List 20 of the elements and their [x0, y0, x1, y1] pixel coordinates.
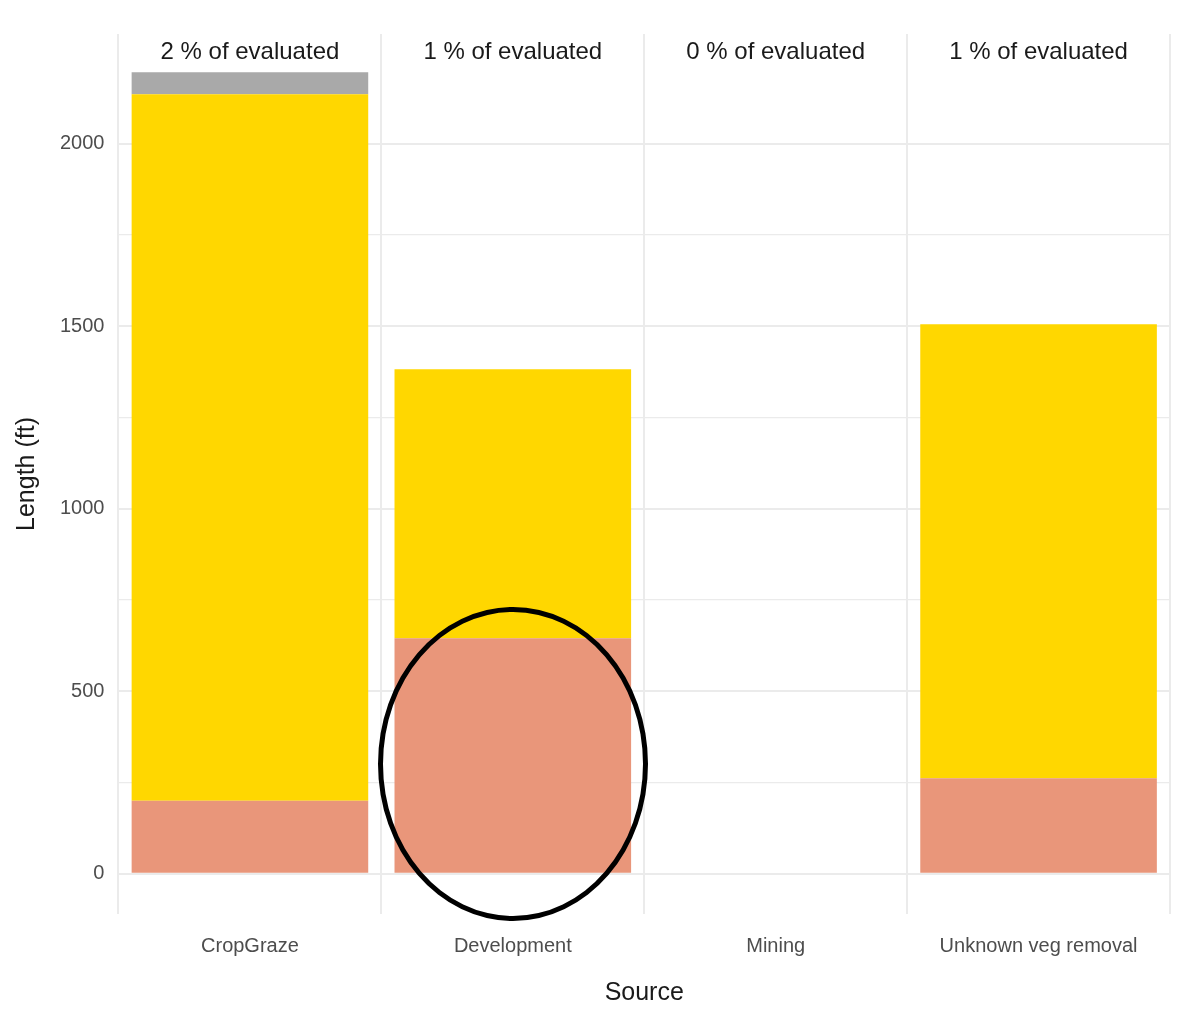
bar — [131, 800, 369, 873]
x-tick-label: Development — [453, 933, 573, 956]
x-tick-label: CropGraze — [201, 933, 299, 956]
y-tick-label: 0 — [93, 861, 105, 884]
annotation: 0 % of evaluated — [686, 36, 866, 64]
x-tick-label: Unknown veg removal — [939, 933, 1138, 956]
y-tick-label: 500 — [71, 678, 105, 701]
bar — [920, 778, 1157, 873]
y-tick-label: 1000 — [59, 496, 105, 519]
annotation: 2 % of evaluated — [160, 36, 340, 64]
y-tick-label: 1500 — [59, 313, 105, 336]
y-axis-title: Length (ft) — [10, 417, 39, 531]
bar — [920, 324, 1157, 779]
bar — [131, 72, 369, 95]
bar — [131, 94, 369, 801]
annotation: 1 % of evaluated — [423, 36, 603, 64]
x-axis-title: Source — [604, 976, 684, 1005]
y-tick-label: 2000 — [59, 131, 105, 154]
x-tick-label: Mining — [746, 933, 806, 956]
annotation: 1 % of evaluated — [949, 36, 1128, 64]
